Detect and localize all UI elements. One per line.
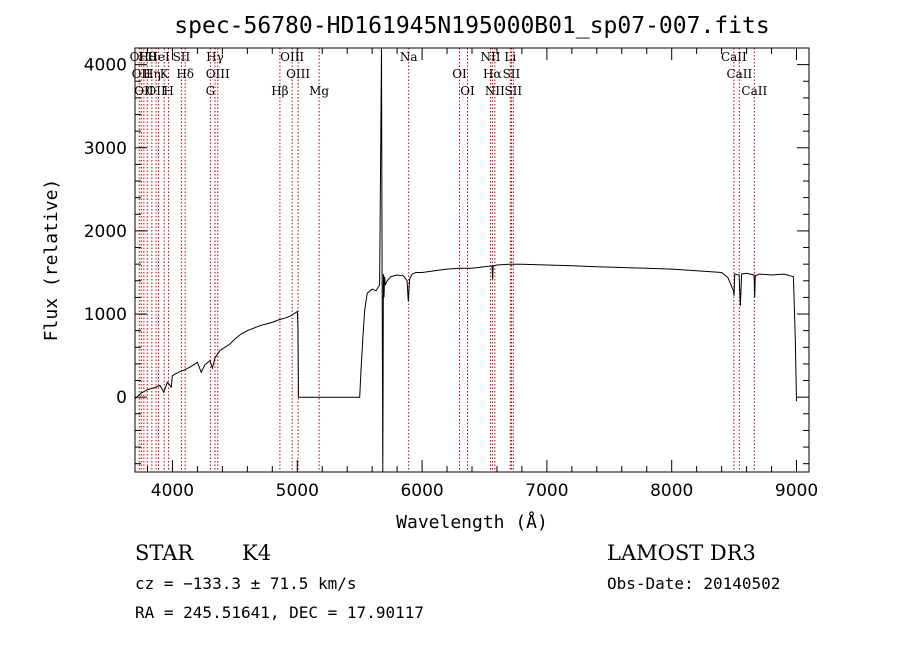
line-label: OIII: [206, 67, 230, 81]
x-tick-label: 7000: [525, 481, 568, 501]
line-label: NII: [485, 84, 505, 98]
line-label: OII: [146, 84, 166, 98]
plot-frame: [134, 47, 810, 473]
line-label: OI: [452, 67, 467, 81]
line-label: Hη: [143, 67, 161, 81]
line-label: Hδ: [176, 67, 194, 81]
y-tick-label: 3000: [84, 139, 127, 159]
line-label: Hγ: [206, 50, 224, 64]
line-label: Mg: [309, 84, 329, 98]
x-tick-label: 4000: [151, 481, 194, 501]
obs-date: Obs-Date: 20140502: [607, 574, 780, 593]
line-label: H: [163, 84, 173, 98]
x-tick-label: 9000: [775, 481, 818, 501]
line-label: OII: [130, 50, 150, 64]
line-label: SII: [504, 84, 522, 98]
line-label: OI: [460, 84, 475, 98]
class-label: STAR: [135, 541, 194, 565]
line-label: NII: [480, 50, 500, 64]
cz-readout: cz = −133.3 ± 71.5 km/s: [135, 574, 357, 593]
line-label: SII: [503, 67, 521, 81]
spectral-line-markers: [138, 48, 755, 472]
line-label: Li: [504, 50, 516, 64]
line-label: OII: [134, 84, 154, 98]
x-tick-label: 5000: [276, 481, 319, 501]
line-label: OII: [132, 67, 152, 81]
line-label: SII: [173, 50, 191, 64]
y-axis-label: Flux (relative): [41, 179, 62, 342]
y-tick-label: 4000: [84, 56, 127, 76]
coords-readout: RA = 245.51641, DEC = 17.90117: [135, 603, 424, 622]
x-tick-label: 6000: [400, 481, 443, 501]
line-label: Hα: [483, 67, 502, 81]
line-label: K: [160, 67, 170, 81]
line-label: OIII: [286, 67, 310, 81]
y-tick-label: 2000: [84, 222, 127, 242]
x-tick-label: 8000: [650, 481, 693, 501]
spectral-line-labels: OIIOIIOIIHθHηOIIHeIKHSIIHδGHγOIIIHβOIIIO…: [130, 50, 768, 98]
line-label: CaII: [741, 84, 767, 98]
x-axis-label: Wavelength (Å): [396, 511, 548, 533]
survey-label: LAMOST DR3: [607, 541, 756, 565]
spectrum-line: [134, 47, 797, 473]
line-label: CaII: [721, 50, 747, 64]
line-label: Hβ: [271, 84, 288, 98]
line-label: OIII: [280, 50, 304, 64]
line-label: Hθ: [138, 50, 156, 64]
line-label: HeI: [147, 50, 170, 64]
line-label: CaII: [726, 67, 752, 81]
line-label: Na: [400, 50, 418, 64]
subclass-label: K4: [242, 541, 271, 565]
y-tick-label: 1000: [84, 305, 127, 325]
line-label: G: [206, 84, 216, 98]
chart-title: spec-56780-HD161945N195000B01_sp07-007.f…: [174, 13, 769, 39]
y-axis: 0 1000 2000 3000 4000: [84, 47, 809, 465]
y-tick-label: 0: [116, 388, 127, 408]
x-axis: 4000 5000 6000 7000 8000 9000: [146, 48, 818, 501]
